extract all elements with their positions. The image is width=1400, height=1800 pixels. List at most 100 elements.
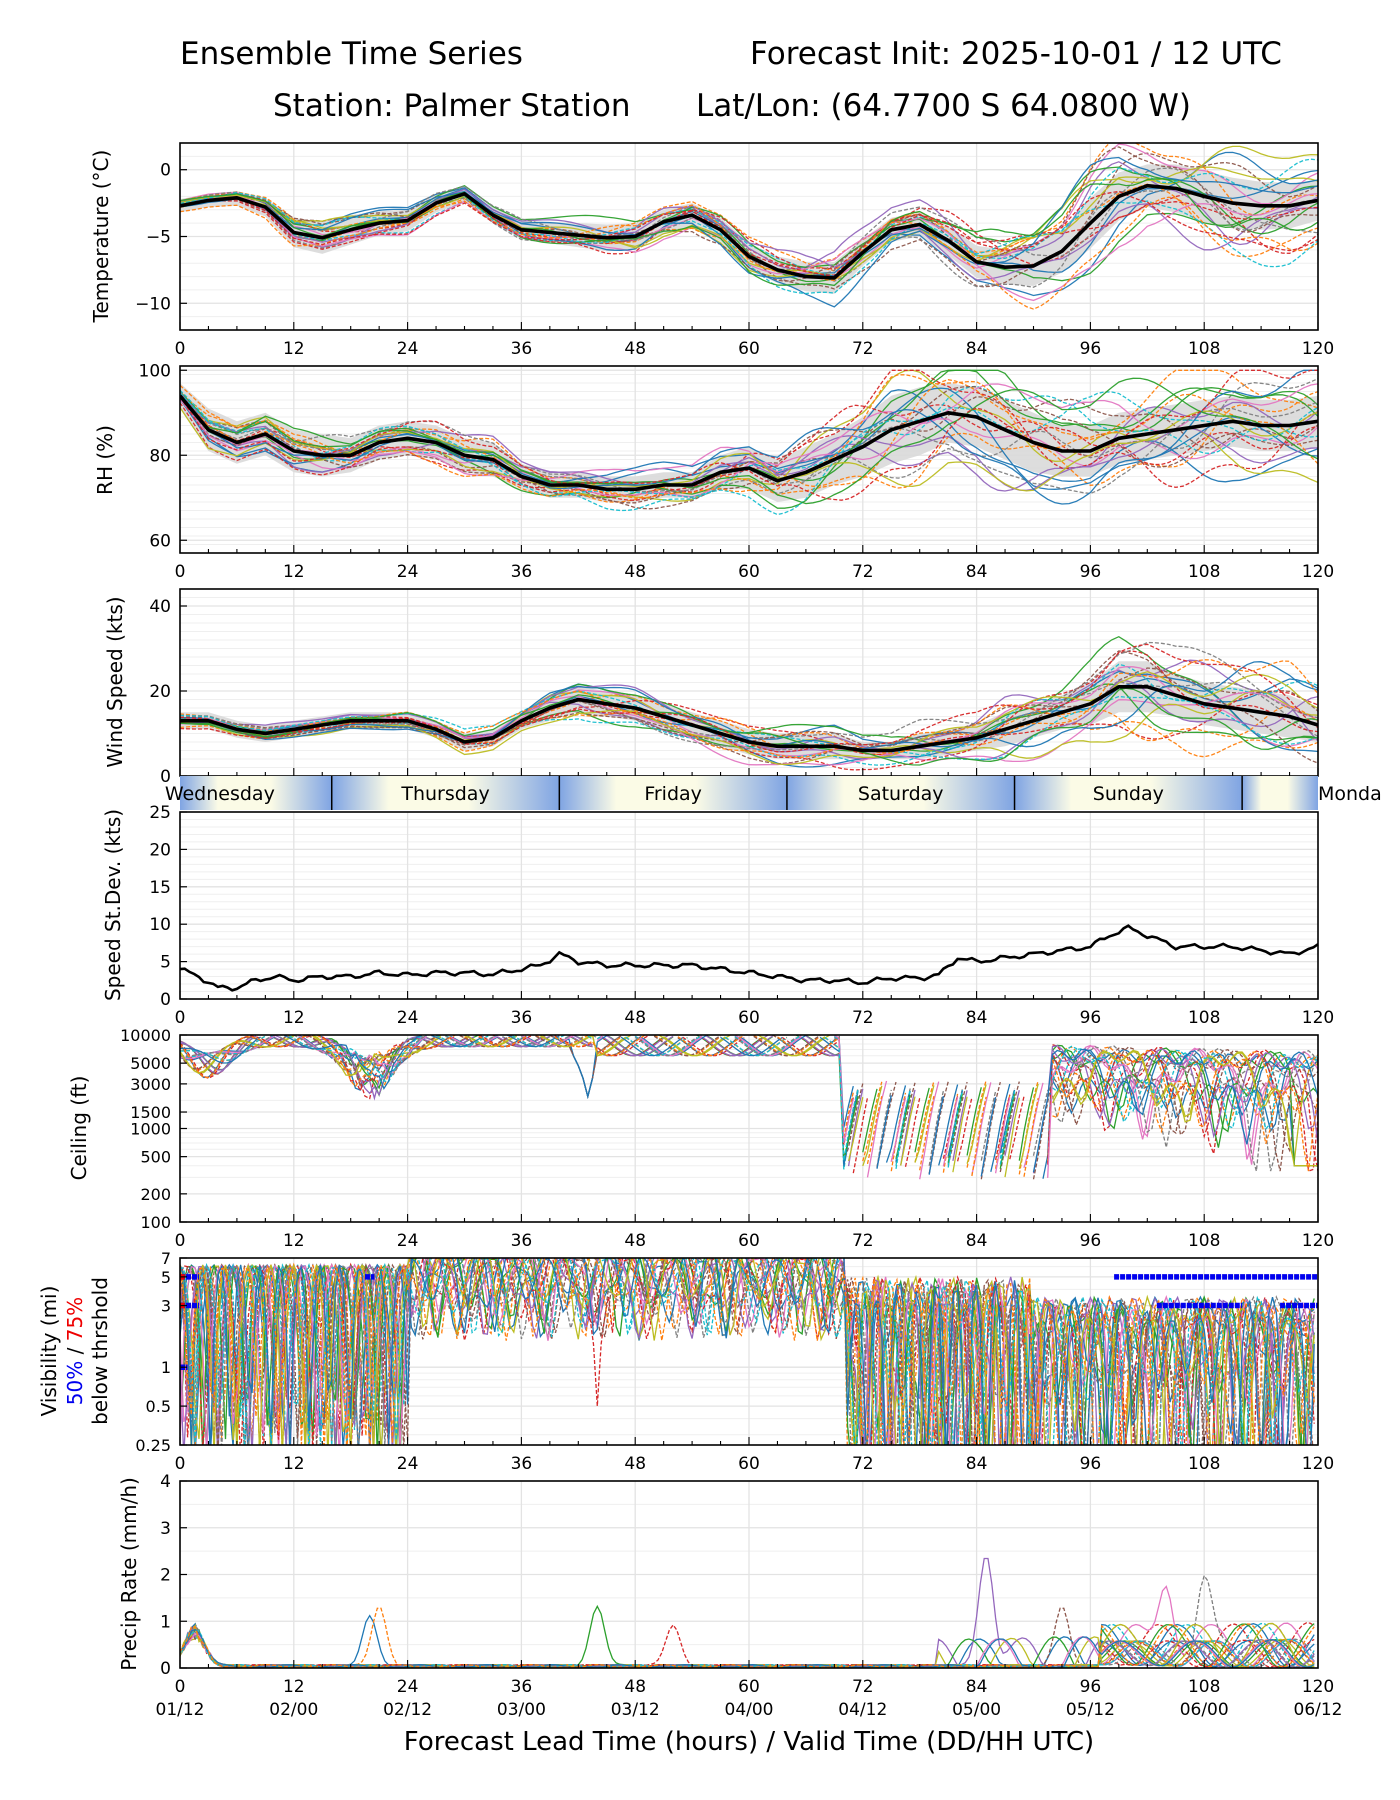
stdev-xtick-label: 60 [738, 1008, 760, 1028]
precip-member-line [180, 1625, 1315, 1668]
ceiling-frame [179, 1034, 1319, 1223]
stdev-xtick-label: 36 [511, 1008, 533, 1028]
visibility-xtick-label: 0 [175, 1454, 186, 1474]
temperature-ytick-label: −10 [135, 294, 171, 314]
temperature-ticks: 0 −5 −10 0 12 24 36 48 60 72 84 96 108 120 [135, 142, 1334, 359]
rh-member-line [180, 369, 1318, 501]
precip-member-line [180, 1622, 1315, 1668]
rh-ytick-label: 80 [149, 446, 171, 466]
valid-time-label: 05/12 [1066, 1700, 1115, 1720]
visibility-ytick-label: 3 [161, 1297, 171, 1316]
stdev-xtick-label: 120 [1302, 1008, 1334, 1028]
wind-ytick-label: 0 [160, 767, 171, 787]
temperature-xtick-label: 12 [283, 339, 305, 359]
valid-time-label: 03/12 [611, 1700, 660, 1720]
visibility-plot-area [180, 1258, 1315, 1445]
ceiling-ytick-label: 1500 [130, 1103, 171, 1122]
ceiling-xtick-label: 12 [283, 1231, 305, 1251]
stdev-xtick-label: 12 [283, 1008, 305, 1028]
valid-time-label: 06/12 [1294, 1700, 1343, 1720]
precip-member-line [180, 1626, 1315, 1668]
visibility-ytick-label: 7 [161, 1249, 171, 1268]
wind-member-line [180, 691, 1318, 756]
precip-plot-area [180, 1557, 1315, 1668]
temperature-member-line [180, 167, 1318, 279]
ceiling-member-line [180, 1035, 1318, 1177]
visibility-xtick-label: 12 [283, 1454, 305, 1474]
ceiling-xtick-label: 72 [852, 1231, 874, 1251]
visibility-ytick-label: 0.25 [135, 1436, 171, 1455]
ceiling-ytick-label: 200 [140, 1185, 171, 1204]
rh-ylabel-group: RH (%) [93, 425, 117, 495]
stdev-frame [179, 811, 1319, 1000]
ceiling-xtick-label: 60 [738, 1231, 760, 1251]
temperature-xtick-label: 60 [738, 339, 760, 359]
visibility-xtick-label: 24 [397, 1454, 419, 1474]
precip-xtick-label: 72 [852, 1677, 874, 1697]
stdev-xtick-label: 48 [624, 1008, 646, 1028]
ceiling-ytick-label: 100 [140, 1213, 171, 1232]
temperature-ylabel-group: Temperature (°C) [89, 150, 113, 324]
ceiling-xtick-label: 120 [1302, 1231, 1334, 1251]
wind-member-line [180, 641, 1318, 751]
wind-ensemble-mean [180, 685, 1318, 753]
rh-ensemble-mean [180, 394, 1318, 492]
day-segment [180, 776, 332, 810]
visibility-threshold-legend: 50% / 75% [63, 1297, 87, 1405]
valid-time-labels: 01/12 02/00 02/12 03/00 03/12 04/00 04/12 05/00… [156, 1700, 1343, 1720]
temperature-member-line [180, 166, 1318, 278]
rh-member-line [180, 383, 1318, 498]
stdev-xtick-label: 0 [175, 1008, 186, 1028]
stdev-ticks: 0 5 10 15 20 25 0 12 24 36 48 60 72 84 96 108 120 [149, 803, 1334, 1028]
precip-xtick-label: 84 [966, 1677, 988, 1697]
rh-xtick-label: 84 [966, 562, 988, 582]
legend-part: 50% [63, 1354, 87, 1405]
stdev-ytick-label: 5 [160, 953, 171, 973]
temperature-member-line [180, 146, 1318, 282]
rh-xtick-label: 72 [852, 562, 874, 582]
station-label: Station: Palmer Station [273, 88, 631, 124]
stdev-ylabel-group: Speed St.Dev. (kts) [101, 809, 125, 1001]
visibility-member-line [180, 1258, 1315, 1445]
temperature-ylabel: Temperature (°C) [89, 150, 113, 324]
temperature-xtick-label: 120 [1302, 339, 1334, 359]
day-segment [1014, 776, 1243, 810]
temperature-member-line [180, 161, 1318, 270]
temperature-member-line [180, 158, 1318, 295]
stdev-line [179, 924, 1319, 992]
wind-ytick-label: 20 [149, 682, 171, 702]
wind-member-line [180, 661, 1318, 750]
stdev-ytick-label: 15 [149, 878, 171, 898]
precip-ytick-label: 1 [160, 1612, 171, 1632]
ceiling-xtick-label: 108 [1188, 1231, 1220, 1251]
stdev-xtick-label: 24 [397, 1008, 419, 1028]
latlon-label: Lat/Lon: (64.7700 S 64.0800 W) [696, 88, 1191, 124]
precip-xtick-label: 24 [397, 1677, 419, 1697]
precip-ytick-label: 2 [160, 1566, 171, 1586]
precip-member-line [180, 1622, 1315, 1668]
temperature-xtick-label: 36 [511, 339, 533, 359]
valid-time-label: 02/00 [269, 1700, 318, 1720]
precip-xtick-label: 120 [1302, 1677, 1334, 1697]
legend-part: / [63, 1341, 87, 1354]
stdev-ytick-label: 25 [149, 803, 171, 823]
precip-member-line [180, 1623, 1315, 1668]
valid-time-label: 01/12 [156, 1700, 205, 1720]
wind-member-line [180, 667, 1318, 765]
temperature-member-line [180, 188, 1318, 281]
valid-time-label: 04/12 [838, 1700, 887, 1720]
precip-ylabel-group: Precip Rate (mm/h) [117, 1477, 141, 1671]
rh-xtick-label: 36 [511, 562, 533, 582]
stdev-ytick-label: 20 [149, 840, 171, 860]
ceiling-xtick-label: 0 [175, 1231, 186, 1251]
rh-member-line [180, 377, 1318, 505]
precip-ytick-label: 4 [160, 1472, 171, 1492]
visibility-xtick-label: 84 [966, 1454, 988, 1474]
day-label: Friday [644, 783, 702, 805]
ceiling-xtick-label: 96 [1080, 1231, 1102, 1251]
visibility-ylabel-group: Visibility (mi) 50% / 75% below thrshold [37, 1277, 112, 1425]
temperature-member-line [180, 196, 1318, 310]
ceiling-xtick-label: 36 [511, 1231, 533, 1251]
